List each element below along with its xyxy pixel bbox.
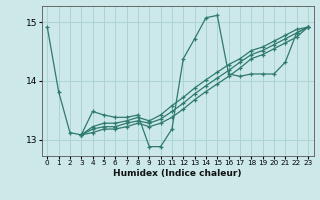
X-axis label: Humidex (Indice chaleur): Humidex (Indice chaleur) [113, 169, 242, 178]
